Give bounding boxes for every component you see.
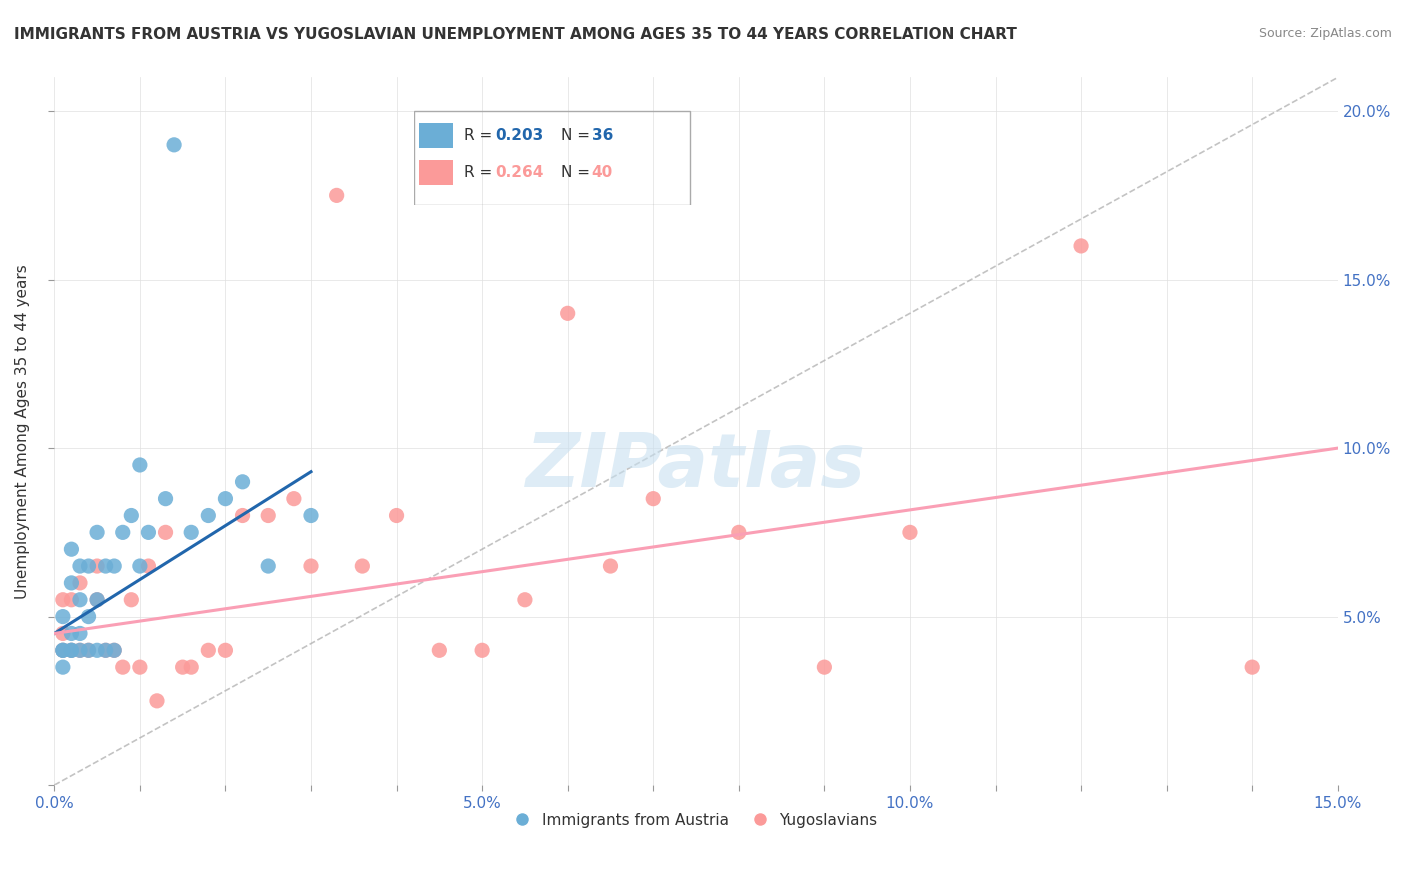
- Point: [232, 508, 254, 523]
- Point: [232, 475, 254, 489]
- Point: [94, 643, 117, 657]
- Point: [86, 643, 108, 657]
- Point: [60, 643, 83, 657]
- Point: [138, 525, 160, 540]
- Point: [103, 643, 125, 657]
- Point: [52, 660, 75, 674]
- Point: [69, 559, 91, 574]
- Point: [77, 643, 100, 657]
- Point: [352, 559, 374, 574]
- Point: [214, 491, 236, 506]
- Y-axis label: Unemployment Among Ages 35 to 44 years: Unemployment Among Ages 35 to 44 years: [15, 264, 30, 599]
- Point: [599, 559, 621, 574]
- Point: [385, 508, 408, 523]
- Point: [325, 188, 347, 202]
- Point: [120, 592, 142, 607]
- Point: [557, 306, 579, 320]
- Point: [103, 559, 125, 574]
- Point: [155, 491, 177, 506]
- Point: [86, 592, 108, 607]
- Point: [111, 525, 134, 540]
- Point: [94, 643, 117, 657]
- Point: [257, 559, 280, 574]
- Point: [94, 559, 117, 574]
- Legend: Immigrants from Austria, Yugoslavians: Immigrants from Austria, Yugoslavians: [509, 806, 883, 834]
- Point: [197, 643, 219, 657]
- Point: [60, 575, 83, 590]
- Point: [52, 592, 75, 607]
- Text: IMMIGRANTS FROM AUSTRIA VS YUGOSLAVIAN UNEMPLOYMENT AMONG AGES 35 TO 44 YEARS CO: IMMIGRANTS FROM AUSTRIA VS YUGOSLAVIAN U…: [14, 27, 1017, 42]
- Point: [283, 491, 305, 506]
- Point: [471, 643, 494, 657]
- Point: [427, 643, 450, 657]
- Point: [69, 643, 91, 657]
- Point: [52, 643, 75, 657]
- Point: [727, 525, 749, 540]
- Point: [52, 609, 75, 624]
- Point: [128, 559, 150, 574]
- Point: [299, 559, 322, 574]
- Point: [898, 525, 921, 540]
- Text: Source: ZipAtlas.com: Source: ZipAtlas.com: [1258, 27, 1392, 40]
- Point: [77, 643, 100, 657]
- Point: [155, 525, 177, 540]
- Point: [128, 660, 150, 674]
- Point: [60, 643, 83, 657]
- Point: [52, 626, 75, 640]
- Point: [60, 542, 83, 557]
- Point: [120, 508, 142, 523]
- Point: [138, 559, 160, 574]
- Point: [69, 592, 91, 607]
- Point: [86, 559, 108, 574]
- Point: [513, 592, 536, 607]
- Point: [128, 458, 150, 472]
- Point: [257, 508, 280, 523]
- Point: [172, 660, 194, 674]
- Point: [60, 592, 83, 607]
- Point: [813, 660, 835, 674]
- Point: [69, 626, 91, 640]
- Point: [52, 643, 75, 657]
- Point: [180, 525, 202, 540]
- Point: [1241, 660, 1264, 674]
- Point: [163, 137, 186, 152]
- Point: [69, 643, 91, 657]
- Point: [69, 575, 91, 590]
- Point: [643, 491, 665, 506]
- Point: [146, 694, 169, 708]
- Point: [86, 592, 108, 607]
- Point: [299, 508, 322, 523]
- Point: [103, 643, 125, 657]
- Point: [197, 508, 219, 523]
- Point: [60, 643, 83, 657]
- Point: [77, 559, 100, 574]
- Point: [86, 525, 108, 540]
- Point: [52, 643, 75, 657]
- Text: ZIPatlas: ZIPatlas: [526, 430, 866, 503]
- Point: [214, 643, 236, 657]
- Point: [77, 609, 100, 624]
- Point: [111, 660, 134, 674]
- Point: [60, 626, 83, 640]
- Point: [180, 660, 202, 674]
- Point: [1070, 239, 1092, 253]
